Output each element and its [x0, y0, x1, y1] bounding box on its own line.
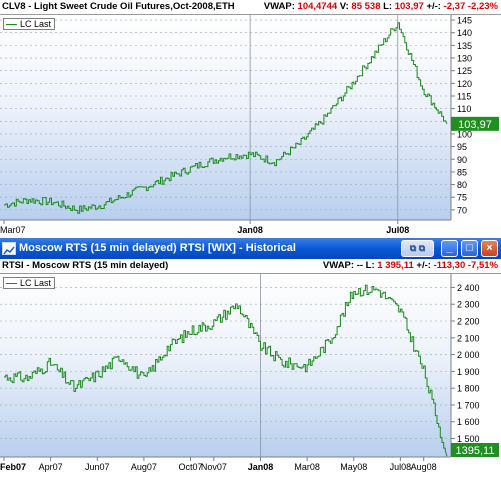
chart2-change-label: +/-:: [416, 260, 431, 271]
c2-y-tick-label: 2 400: [457, 283, 480, 293]
c1-y-tick-label: 100: [457, 129, 472, 139]
c2-y-tick-label: 1 500: [457, 434, 480, 444]
c2-x-tick-label: Apr07: [39, 462, 63, 472]
c2-y-tick-label: 2 300: [457, 300, 480, 310]
chart1-last-label: L:: [383, 1, 393, 12]
chart1-panel[interactable]: 1451401351301251201151101051009590858075…: [0, 15, 501, 238]
chart2-header: RTSI - Moscow RTS (15 min delayed) VWAP:…: [0, 259, 501, 274]
window-link-button[interactable]: ⧉ ⧉: [401, 240, 434, 257]
c1-y-tick-label: 140: [457, 28, 472, 38]
chart1-legend-swatch: [6, 24, 17, 26]
c2-y-tick-label: 2 200: [457, 317, 480, 327]
chart1-stats: VWAP: 104,4744 V: 85 538 L: 103,97 +/-: …: [264, 0, 498, 14]
chart1-last-value: 103,97: [394, 1, 424, 12]
c1-y-tick-label: 120: [457, 79, 472, 89]
chart2-legend-swatch: [6, 283, 17, 285]
chart2-legend-label: LC Last: [20, 278, 52, 288]
c1-y-tick-label: 135: [457, 41, 472, 51]
chart1-series-line: [4, 22, 448, 214]
chart1-change-pct: -2,23%: [467, 1, 498, 12]
chart1-vwap-label: VWAP:: [263, 1, 295, 12]
window-close-button[interactable]: ×: [481, 240, 498, 257]
chart2-vwap-value: --: [356, 260, 364, 271]
chart2-change-value: -113,30: [433, 260, 466, 271]
c2-x-tick-label: Feb07: [0, 462, 26, 472]
chart2-plot-area: [0, 274, 451, 457]
chart1-change-value: -2,37: [443, 1, 466, 12]
c2-y-tick-label: 2 000: [457, 350, 480, 360]
c1-y-tick-label: 115: [457, 91, 471, 101]
chart2-panel[interactable]: 2 400 2 300 2 200 2 100 2 000 1 900 1 800 1 700…: [0, 274, 501, 474]
chart1-plot-area: [0, 15, 451, 220]
chart2-canvas[interactable]: 2 400 2 300 2 200 2 100 2 000 1 900 1 800 1 700…: [0, 274, 501, 474]
c1-y-tick-label: 70: [457, 205, 467, 215]
chart2-last-label: L:: [365, 260, 375, 271]
c1-x-tick-label: Jan08: [237, 225, 263, 235]
chart1-title: CLV8 - Light Sweet Crude Oil Futures,Oct…: [2, 1, 235, 12]
chart2-change-pct: -7,51%: [467, 260, 498, 271]
chart2-vwap-label: VWAP:: [322, 260, 355, 271]
c2-y-tick-label: 1 900: [457, 367, 480, 377]
c1-y-tick-label: 85: [457, 167, 467, 177]
chart2-legend[interactable]: LC Last: [3, 277, 56, 289]
chart2-last-badge: 1395,11: [451, 443, 499, 457]
c2-y-tick-label: 1 600: [457, 417, 480, 427]
c1-y-tick-label: 130: [457, 54, 472, 64]
c1-y-tick-label: 95: [457, 142, 467, 152]
c2-y-tick-label: 1 700: [457, 400, 480, 410]
chart1-header: CLV8 - Light Sweet Crude Oil Futures,Oct…: [0, 0, 501, 15]
c2-x-tick-label: Aug07: [131, 462, 157, 472]
window-title: Moscow RTS (15 min delayed) RTSI [WIX] -…: [19, 242, 296, 254]
window-minimize-button[interactable]: _: [441, 240, 458, 257]
chart1-last-badge: 103,97: [451, 116, 499, 131]
chart1-vwap-value: 104,4744: [297, 1, 338, 12]
c2-y-tick-label: 2 100: [457, 333, 480, 343]
chart1-volume-value: 85 538: [351, 1, 381, 12]
c2-x-tick-label: Jan08: [248, 462, 274, 472]
chart2-series-line: [4, 284, 448, 457]
c1-y-tick-label: 125: [457, 66, 472, 76]
c2-x-tick-label: May08: [340, 462, 367, 472]
c2-x-tick-label: Aug08: [411, 462, 437, 472]
chart-app-icon: [2, 242, 16, 255]
chart1-legend[interactable]: LC Last: [3, 18, 56, 30]
c1-y-tick-label: 145: [457, 16, 472, 26]
c1-y-tick-label: 90: [457, 155, 467, 165]
c1-x-tick-label: Mar07: [0, 225, 26, 235]
c2-x-tick-label: Nov07: [201, 462, 227, 472]
c2-x-tick-label: Jun07: [85, 462, 110, 472]
chart2-title: RTSI - Moscow RTS (15 min delayed): [2, 260, 169, 271]
c1-y-tick-label: 110: [457, 104, 471, 114]
chart1-canvas[interactable]: 1451401351301251201151101051009590858075…: [0, 15, 501, 238]
chart2-stats: VWAP: -- L: 1 395,11 +/-: -113,30 -7,51%: [323, 259, 498, 273]
c1-x-tick-label: Jul08: [386, 225, 409, 235]
c2-x-tick-label: Mar08: [294, 462, 320, 472]
window-maximize-button[interactable]: □: [461, 240, 478, 257]
chart2-last-value: 1 395,11: [377, 260, 414, 271]
c1-y-tick-label: 75: [457, 193, 467, 203]
chart1-volume-label: V:: [339, 1, 349, 12]
c2-y-tick-label: 1 800: [457, 384, 480, 394]
chart1-last-badge-text: 103,97: [458, 119, 492, 131]
c1-y-tick-label: 80: [457, 180, 467, 190]
chart2-last-badge-text: 1395,11: [456, 445, 495, 457]
c2-x-tick-label: Oct07: [179, 462, 203, 472]
chart1-legend-label: LC Last: [20, 19, 52, 29]
c2-x-tick-label: Jul08: [390, 462, 412, 472]
chart1-change-label: +/-:: [426, 1, 441, 12]
window-titlebar[interactable]: Moscow RTS (15 min delayed) RTSI [WIX] -…: [0, 238, 501, 259]
